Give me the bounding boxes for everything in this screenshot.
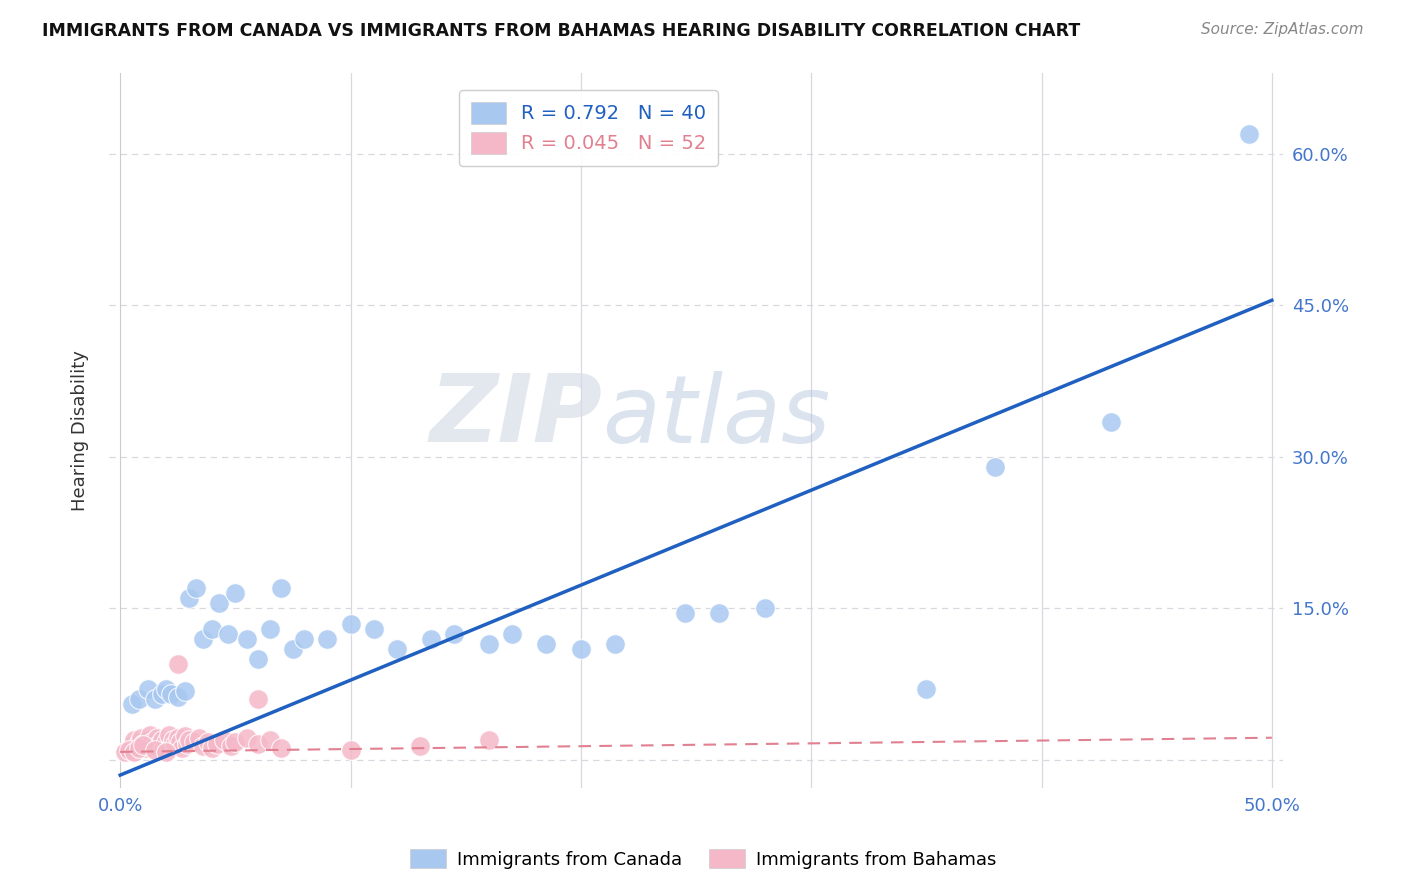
Point (157, 728, 180, 742)
Point (176, 737, 198, 751)
Point (478, 637, 501, 651)
Point (201, 740, 224, 755)
Point (219, 739, 242, 753)
Point (339, 743, 361, 757)
Point (183, 735, 205, 749)
Y-axis label: Hearing Disability: Hearing Disability (72, 351, 89, 511)
Point (166, 690, 188, 705)
Point (197, 735, 219, 749)
Point (166, 657, 188, 671)
Point (236, 632, 259, 646)
Point (247, 652, 270, 666)
Point (217, 626, 239, 640)
Point (191, 739, 214, 753)
Point (160, 739, 183, 753)
Point (205, 737, 228, 751)
Point (135, 740, 157, 755)
Point (224, 735, 246, 749)
Point (136, 682, 159, 697)
Point (187, 731, 209, 745)
Point (420, 632, 443, 646)
Point (148, 737, 170, 751)
Point (212, 732, 235, 747)
Point (224, 586, 246, 600)
Point (294, 632, 316, 646)
Legend: Immigrants from Canada, Immigrants from Bahamas: Immigrants from Canada, Immigrants from … (402, 841, 1004, 876)
Point (125, 740, 148, 755)
Point (339, 616, 361, 631)
Point (247, 692, 270, 706)
Point (363, 622, 385, 636)
Point (129, 731, 152, 745)
Point (153, 740, 176, 755)
Point (115, 743, 138, 757)
Point (754, 601, 776, 615)
Point (128, 735, 150, 749)
Point (984, 460, 1007, 475)
Point (259, 732, 281, 747)
Point (186, 581, 208, 595)
Point (143, 692, 166, 706)
Point (201, 622, 224, 636)
Point (143, 739, 166, 753)
Point (165, 737, 187, 751)
Point (569, 641, 592, 656)
Point (173, 684, 195, 698)
Point (1237, 127, 1260, 141)
Point (605, 637, 627, 651)
Point (707, 607, 730, 621)
Point (443, 626, 465, 640)
Point (166, 731, 188, 745)
Point (141, 735, 163, 749)
Point (1099, 415, 1122, 429)
Point (136, 732, 159, 747)
Point (281, 641, 304, 656)
Point (160, 687, 183, 701)
Point (673, 607, 696, 621)
Point (114, 745, 136, 759)
Point (385, 641, 408, 656)
Point (408, 739, 430, 753)
Point (122, 732, 145, 747)
Point (118, 743, 141, 757)
Point (270, 740, 292, 755)
Point (179, 732, 201, 747)
Text: Source: ZipAtlas.com: Source: ZipAtlas.com (1201, 22, 1364, 37)
Point (270, 581, 292, 595)
Point (143, 743, 166, 757)
Point (155, 682, 177, 697)
Point (179, 591, 201, 606)
Point (478, 732, 501, 747)
Point (128, 740, 150, 755)
Point (139, 728, 162, 742)
Point (208, 596, 231, 610)
Point (155, 735, 177, 749)
Text: ZIP: ZIP (429, 370, 602, 462)
Point (132, 737, 155, 751)
Point (191, 632, 214, 646)
Point (259, 622, 281, 636)
Legend: R = 0.792   N = 40, R = 0.045   N = 52: R = 0.792 N = 40, R = 0.045 N = 52 (460, 90, 718, 166)
Point (155, 745, 177, 759)
Point (501, 626, 523, 640)
Point (536, 637, 558, 651)
Point (169, 735, 191, 749)
Point (173, 729, 195, 743)
Point (172, 740, 194, 755)
Point (146, 731, 169, 745)
Point (122, 745, 145, 759)
Point (132, 738, 155, 752)
Point (150, 732, 173, 747)
Point (247, 737, 270, 751)
Point (121, 698, 143, 712)
Text: atlas: atlas (602, 371, 831, 462)
Point (316, 632, 339, 646)
Point (121, 738, 143, 752)
Point (150, 687, 173, 701)
Text: IMMIGRANTS FROM CANADA VS IMMIGRANTS FROM BAHAMAS HEARING DISABILITY CORRELATION: IMMIGRANTS FROM CANADA VS IMMIGRANTS FRO… (42, 22, 1080, 40)
Point (128, 692, 150, 706)
Point (915, 682, 938, 697)
Point (236, 731, 259, 745)
Point (162, 732, 184, 747)
